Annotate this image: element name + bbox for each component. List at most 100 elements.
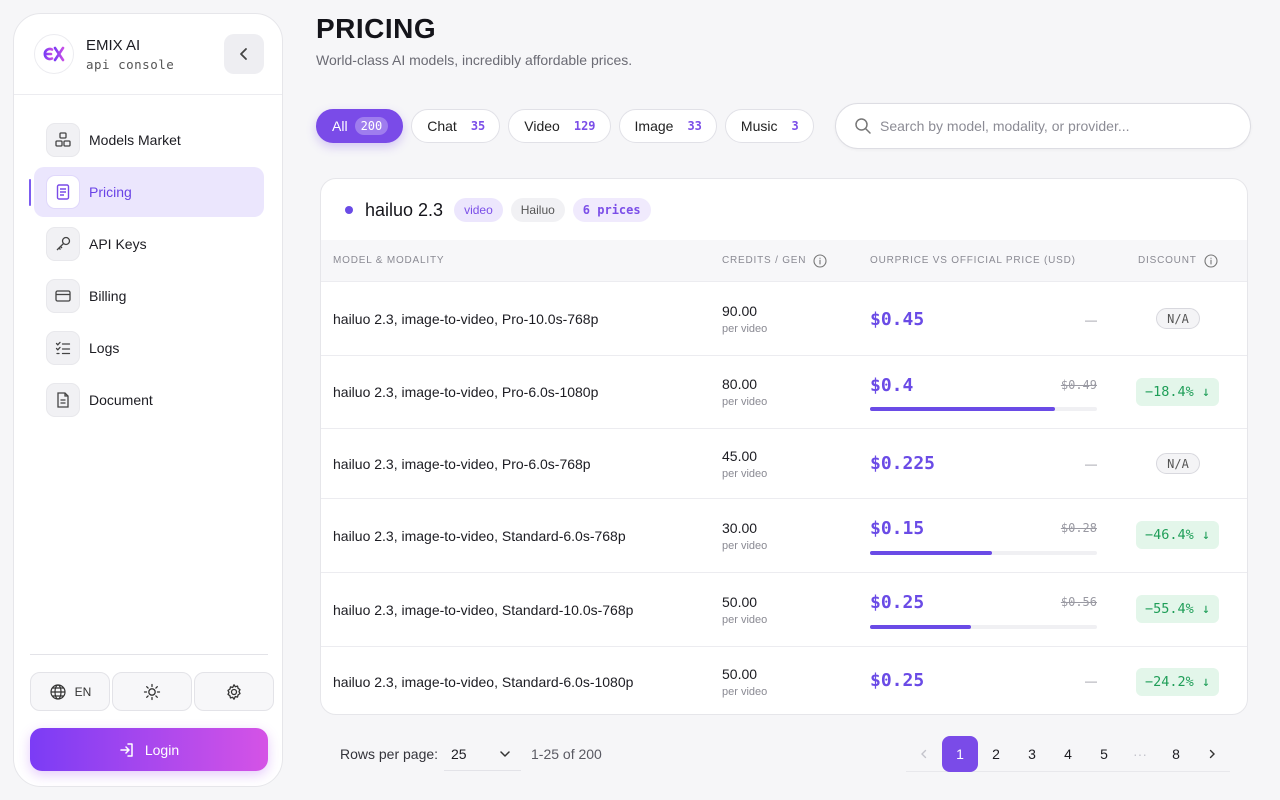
provider-tag: Hailuo <box>510 198 565 222</box>
rows-per-page-value: 25 <box>451 745 467 762</box>
official-price: — <box>1085 457 1097 471</box>
column-header-model: MODEL & MODALITY <box>333 255 445 266</box>
sidebar-item-document[interactable]: Document <box>34 375 264 425</box>
filter-count: 33 <box>687 119 702 133</box>
table-header: MODEL & MODALITY CREDITS / GEN OURPRICE … <box>321 240 1247 281</box>
globe-icon <box>49 683 67 701</box>
table-row[interactable]: hailuo 2.3, image-to-video, Standard-10.… <box>321 572 1247 646</box>
filter-count: 35 <box>470 119 486 133</box>
key-icon <box>46 227 80 261</box>
our-price: $0.45 <box>870 309 925 330</box>
filter-label: Chat <box>427 118 457 134</box>
table-row[interactable]: hailuo 2.3, image-to-video, Pro-6.0s-768… <box>321 428 1247 498</box>
boxes-icon <box>46 123 80 157</box>
official-price: — <box>1085 313 1097 327</box>
prices-count-tag: 6 prices <box>572 198 651 222</box>
language-label: EN <box>74 684 92 699</box>
theme-toggle-button[interactable] <box>112 672 192 711</box>
rows-per-page-select[interactable]: 25 <box>444 737 521 771</box>
price-ratio-fill <box>870 407 1056 411</box>
sidebar-item-label: Document <box>89 392 153 408</box>
filter-label: Music <box>740 118 778 134</box>
discount-badge: −18.4% ↓ <box>1136 378 1219 406</box>
row-credits: 80.00 per video <box>722 356 767 428</box>
next-page-button[interactable] <box>1194 736 1230 772</box>
filter-chip-all[interactable]: All 200 <box>316 109 404 143</box>
page-ellipsis: ··· <box>1133 746 1147 762</box>
prev-page-button[interactable] <box>906 736 942 772</box>
page-button-4[interactable]: 4 <box>1064 746 1072 762</box>
sidebar-item-pricing[interactable]: Pricing <box>29 167 264 217</box>
discount-badge: −55.4% ↓ <box>1136 595 1219 623</box>
info-icon[interactable] <box>1204 253 1218 268</box>
sidebar-item-label: Logs <box>89 340 120 356</box>
filter-chip-image[interactable]: Image 33 <box>618 109 717 143</box>
table-row[interactable]: hailuo 2.3, image-to-video, Standard-6.0… <box>321 498 1247 572</box>
discount-badge: −24.2% ↓ <box>1136 668 1219 696</box>
sidebar-item-api-keys[interactable]: API Keys <box>34 219 264 269</box>
page-button-5[interactable]: 5 <box>1100 746 1108 762</box>
page-subtitle: World-class AI models, incredibly afford… <box>316 52 633 68</box>
credits-unit: per video <box>722 396 768 408</box>
app-name: EMIX AI <box>86 37 141 54</box>
language-button[interactable]: EN <box>30 672 110 711</box>
sidebar-nav: Models Market Pricing API Keys Billing L… <box>29 115 264 427</box>
model-title: hailuo 2.3 <box>365 199 444 220</box>
sidebar-item-label: Pricing <box>89 184 132 200</box>
credits-value: 30.00 <box>722 519 758 536</box>
our-price: $0.225 <box>870 453 936 474</box>
credits-unit: per video <box>722 685 768 698</box>
credits-unit: per video <box>722 467 768 480</box>
card-header: hailuo 2.3 video Hailuo 6 prices <box>321 179 1247 241</box>
search-box <box>835 103 1251 149</box>
page-button-8[interactable]: 8 <box>1172 746 1180 762</box>
sun-icon <box>143 683 161 701</box>
filter-chip-video[interactable]: Video 129 <box>508 109 611 143</box>
chevron-left-icon <box>919 749 929 759</box>
page-button-3[interactable]: 3 <box>1028 746 1036 762</box>
emix-logo <box>34 34 74 74</box>
discount-badge: N/A <box>1156 453 1200 474</box>
credits-unit: per video <box>722 539 768 552</box>
sidebar-item-models-market[interactable]: Models Market <box>34 115 264 165</box>
search-input[interactable] <box>880 118 1240 134</box>
filter-label: Video <box>524 118 560 134</box>
row-model: hailuo 2.3, image-to-video, Standard-6.0… <box>333 673 634 690</box>
table-row[interactable]: hailuo 2.3, image-to-video, Pro-10.0s-76… <box>321 281 1247 355</box>
settings-button[interactable] <box>194 672 274 711</box>
row-model: hailuo 2.3, image-to-video, Standard-6.0… <box>333 527 626 544</box>
credits-value: 50.00 <box>722 665 758 682</box>
our-price: $0.15 <box>870 518 925 539</box>
sidebar-item-billing[interactable]: Billing <box>34 271 264 321</box>
login-button[interactable]: Login <box>30 728 268 771</box>
collapse-sidebar-button[interactable] <box>224 34 264 74</box>
row-credits: 90.00 per video <box>722 282 767 355</box>
credits-value: 90.00 <box>722 302 758 319</box>
model-pricing-card: hailuo 2.3 video Hailuo 6 prices MODEL &… <box>320 178 1248 715</box>
row-model: hailuo 2.3, image-to-video, Pro-6.0s-108… <box>333 384 599 400</box>
discount-badge: N/A <box>1156 308 1200 329</box>
column-header-discount: DISCOUNT <box>1138 240 1218 281</box>
page-range: 1-25 of 200 <box>531 746 602 762</box>
row-credits: 45.00 per video <box>722 429 767 498</box>
rows-per-page-label: Rows per page: <box>340 746 439 762</box>
filter-count: 200 <box>354 117 389 135</box>
table-row[interactable]: hailuo 2.3, image-to-video, Pro-6.0s-108… <box>321 355 1247 428</box>
page-button-2[interactable]: 2 <box>992 746 1000 762</box>
price-ratio-bar <box>870 625 1097 629</box>
filter-chip-music[interactable]: Music 3 <box>724 109 814 143</box>
checklist-icon <box>46 331 80 365</box>
info-icon[interactable] <box>813 253 827 268</box>
status-dot <box>345 206 353 214</box>
filter-count: 3 <box>791 119 799 133</box>
credit-card-icon <box>46 279 80 313</box>
row-credits: 50.00 per video <box>722 573 767 646</box>
login-label: Login <box>144 741 180 758</box>
credits-unit: per video <box>722 613 768 626</box>
page-button-1[interactable]: 1 <box>942 736 978 772</box>
our-price: $0.25 <box>870 592 925 613</box>
sidebar-item-logs[interactable]: Logs <box>34 323 264 373</box>
discount-badge: −46.4% ↓ <box>1136 521 1219 549</box>
filter-chip-chat[interactable]: Chat 35 <box>411 109 501 143</box>
table-row[interactable]: hailuo 2.3, image-to-video, Standard-6.0… <box>321 646 1247 714</box>
